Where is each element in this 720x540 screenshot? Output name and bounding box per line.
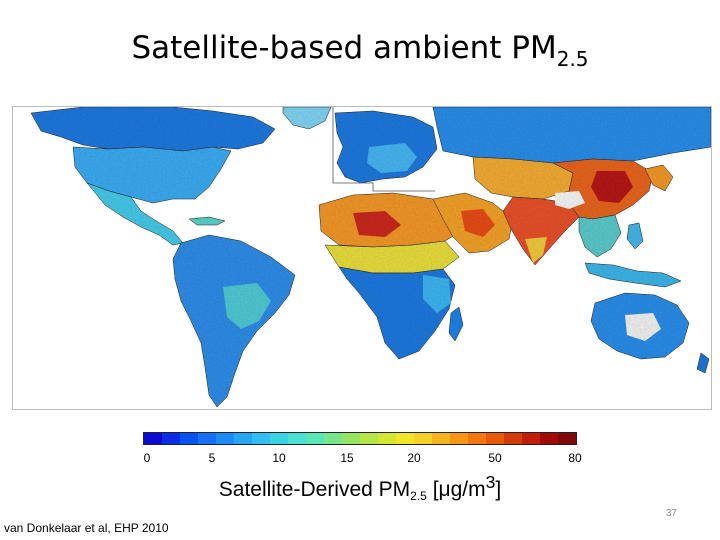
colorbar-swatch-7 <box>270 433 288 444</box>
south-america-central <box>223 283 271 329</box>
colorbar-swatch-20 <box>504 433 522 444</box>
colorbar-label: Satellite-Derived PM2.5 [μg/m3] <box>0 472 720 503</box>
colorbar-swatch-1 <box>162 433 180 444</box>
page-number: 37 <box>665 508 677 519</box>
pm25-colorbar <box>143 432 577 445</box>
colorbar-swatch-23 <box>558 433 576 444</box>
colorbar-units: [μg/m <box>426 478 486 501</box>
title-subscript: 2.5 <box>556 47 589 71</box>
colorbar-units-exponent: 3 <box>485 472 496 492</box>
indonesia <box>584 262 682 288</box>
colorbar-swatch-11 <box>342 433 360 444</box>
colorbar-swatch-9 <box>306 433 324 444</box>
colorbar-swatch-5 <box>234 433 252 444</box>
colorbar-tick-15: 15 <box>340 451 354 465</box>
colorbar-swatch-15 <box>414 433 432 444</box>
caribbean <box>188 216 226 226</box>
colorbar-swatch-17 <box>450 433 468 444</box>
colorbar-tick-10: 10 <box>272 451 286 465</box>
colorbar-swatch-16 <box>432 433 450 444</box>
title-main: Satellite-based ambient PM <box>131 30 557 66</box>
colorbar-swatch-8 <box>288 433 306 444</box>
colorbar-tick-0: 0 <box>143 451 151 465</box>
colorbar-label-sub: 2.5 <box>410 489 427 503</box>
africa-east <box>423 275 451 313</box>
colorbar-swatch-0 <box>144 433 162 444</box>
colorbar-swatch-19 <box>486 433 504 444</box>
colorbar-units-close: ] <box>495 478 502 501</box>
continents <box>30 106 712 408</box>
middle-east-hotspot <box>461 209 495 237</box>
colorbar-swatch-2 <box>180 433 198 444</box>
south-asia-south <box>525 237 547 263</box>
colorbar-tick-80: 80 <box>568 451 582 465</box>
colorbar-swatch-10 <box>324 433 342 444</box>
colorbar-swatch-21 <box>522 433 540 444</box>
colorbar-label-main: Satellite-Derived PM <box>218 478 411 501</box>
colorbar-swatch-18 <box>468 433 486 444</box>
pm25-world-map <box>12 106 712 410</box>
colorbar-tick-20: 20 <box>407 451 421 465</box>
colorbar-tick-5: 5 <box>208 451 216 465</box>
world-map-svg <box>13 106 712 409</box>
europe-central <box>367 143 417 173</box>
colorbar-swatch-6 <box>252 433 270 444</box>
colorbar-swatch-3 <box>198 433 216 444</box>
colorbar-swatch-4 <box>216 433 234 444</box>
philippines <box>626 222 644 250</box>
australia-interior <box>625 313 661 341</box>
colorbar-swatch-22 <box>540 433 558 444</box>
inset-frame <box>332 107 435 192</box>
colorbar-swatch-14 <box>396 433 414 444</box>
slide-title: Satellite-based ambient PM2.5 <box>0 30 720 71</box>
greenland <box>282 106 332 130</box>
southeast-asia <box>578 214 622 258</box>
colorbar-swatch-12 <box>360 433 378 444</box>
canada <box>30 106 276 152</box>
colorbar-swatch-13 <box>378 433 396 444</box>
colorbar-tick-50: 50 <box>488 451 502 465</box>
tibetan-plateau <box>555 191 585 209</box>
korea-japan <box>644 164 674 192</box>
china-east-hotspot <box>591 171 633 203</box>
madagascar <box>448 306 464 342</box>
new-zealand <box>696 352 710 374</box>
sahara-hotspot <box>353 211 401 237</box>
citation: van Donkelaar et al, EHP 2010 <box>4 521 169 535</box>
